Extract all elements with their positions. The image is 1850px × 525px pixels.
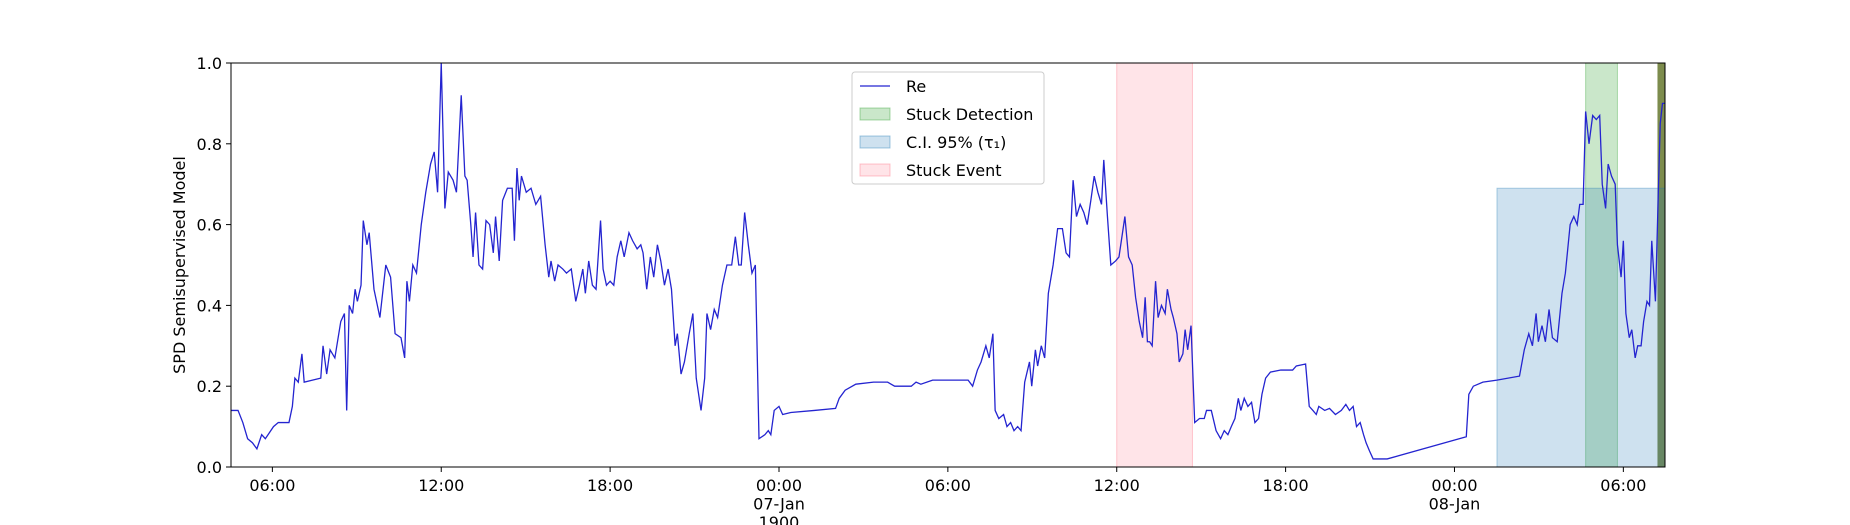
legend-box [851,71,1045,185]
y-tick-label: 0.6 [197,216,222,235]
y-tick-label: 0.8 [197,135,222,154]
span [1496,187,1666,468]
y-tick-label: 0.2 [197,377,222,396]
span [1116,62,1193,468]
y-axis-label: SPD Semisupervised Model [170,156,189,374]
legend-swatch [859,107,891,121]
legend-label: C.I. 95% (τ₁) [906,133,1006,152]
legend-swatch [859,163,891,177]
x-tick-label: 12:00 [1094,476,1140,495]
data-line [231,62,1665,460]
y-tick-label: 0.4 [197,296,222,315]
legend-label: Re [906,77,926,96]
x-tick-label: 06:00 [1600,476,1646,495]
x-tick-label: 12:00 [418,476,464,495]
x-tick-label: 18:00 [1263,476,1309,495]
x-tick-label: 00:00 08-Jan [1429,476,1481,513]
x-tick-label: 00:00 07-Jan 1900 [753,476,805,525]
x-tick-label: 06:00 [249,476,295,495]
y-tick-label: 0.0 [197,458,222,477]
y-tick-label: 1.0 [197,54,222,73]
x-tick-label: 06:00 [925,476,971,495]
legend-swatch [859,135,891,149]
x-tick-label: 18:00 [587,476,633,495]
legend-label: Stuck Detection [906,105,1033,124]
legend-label: Stuck Event [906,161,1002,180]
